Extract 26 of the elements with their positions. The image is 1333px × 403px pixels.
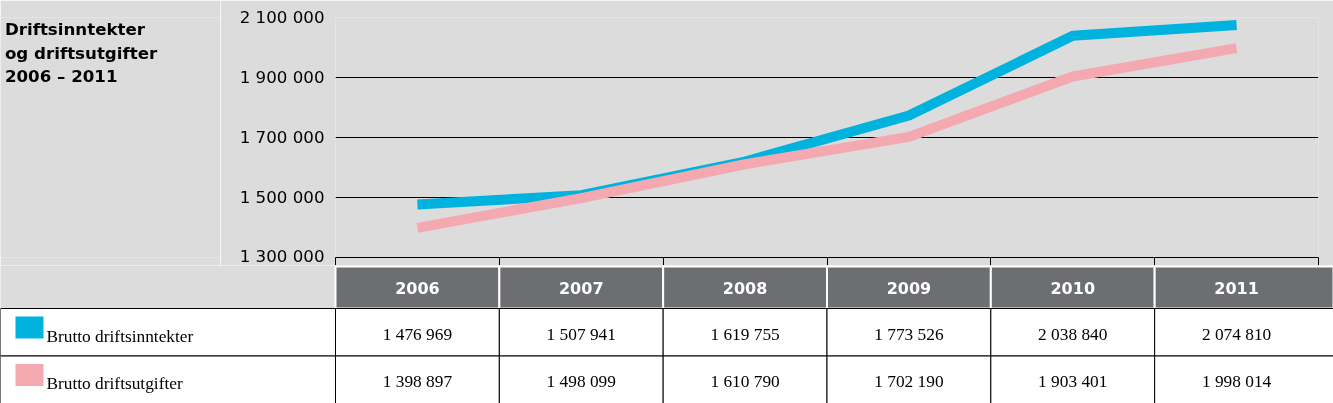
data-label: 1 476 969 <box>382 324 453 344</box>
data-label: 2 074 810 <box>1201 324 1272 344</box>
y-tick-label: 2 100 000 <box>239 8 325 27</box>
y-tick-label: 1 700 000 <box>239 128 325 147</box>
x-tick-label: 2011 <box>1214 279 1259 298</box>
data-label: 1 507 941 <box>546 324 616 344</box>
data-label: 1 619 755 <box>710 324 780 344</box>
y-tick-label: 1 900 000 <box>239 68 325 87</box>
data-label: 1 610 790 <box>710 372 780 392</box>
y-tick-label: 1 500 000 <box>239 188 325 207</box>
data-label: 1 998 014 <box>1201 372 1272 392</box>
data-label: 1 398 897 <box>382 372 453 392</box>
data-label: 1 903 401 <box>1038 372 1108 392</box>
data-label: 1 773 526 <box>874 324 944 344</box>
legend-label: Brutto driftsinntekter <box>46 326 194 346</box>
x-tick-label: 2006 <box>395 279 440 298</box>
data-label: 1 702 190 <box>874 372 944 392</box>
x-tick-label: 2007 <box>558 279 604 298</box>
legend-label: Brutto driftsutgifter <box>46 374 183 394</box>
x-tick-label: 2010 <box>1050 279 1096 298</box>
x-tick-label: 2008 <box>722 279 768 298</box>
text: Driftsinntekter og driftsutgifter 2006 – 2011 <box>4 19 158 87</box>
y-tick-label: 1 300 000 <box>239 246 325 266</box>
x-tick-label: 2009 <box>886 279 932 298</box>
data-label: 1 498 099 <box>546 372 616 392</box>
data-label: 2 038 840 <box>1038 324 1108 344</box>
